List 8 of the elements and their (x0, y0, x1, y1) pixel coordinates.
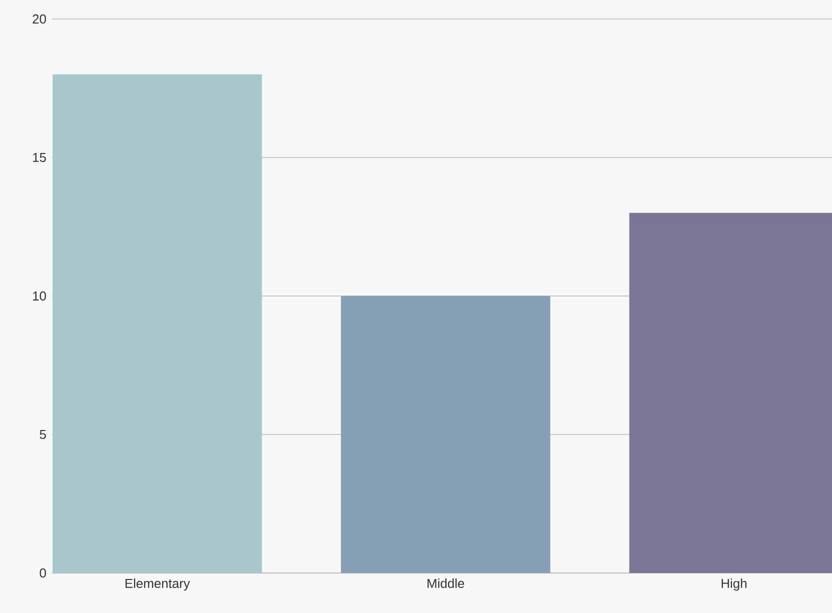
y-tick-label: 20 (32, 14, 46, 24)
y-tick-label: 0 (40, 568, 46, 578)
x-tick-label: Middle (428, 578, 464, 588)
x-tick-label: Elementary (126, 578, 190, 591)
y-tick-label: 5 (40, 430, 46, 440)
x-tick-label: High (722, 578, 746, 591)
y-tick-label: 15 (33, 152, 46, 162)
y-tick-label: 10 (33, 291, 46, 301)
